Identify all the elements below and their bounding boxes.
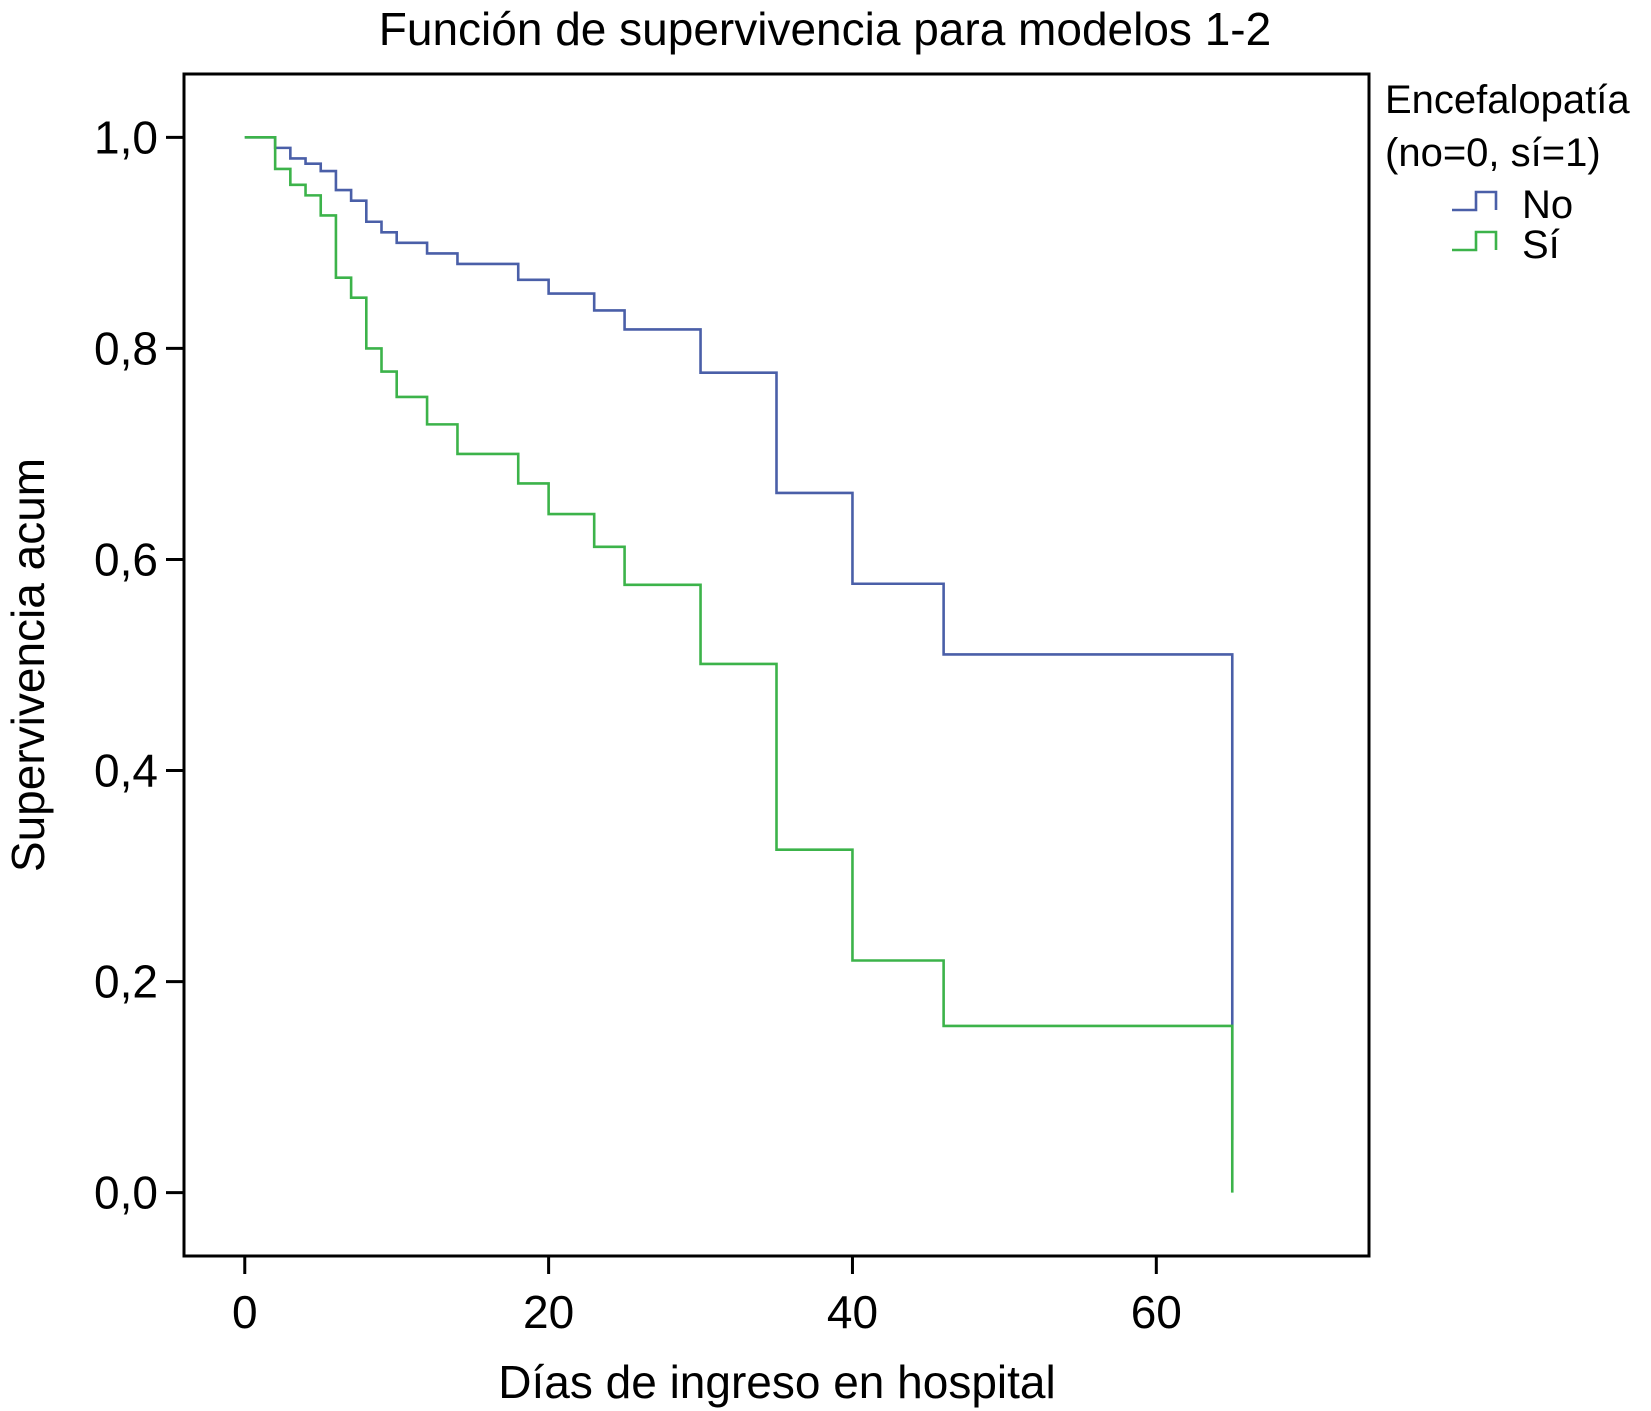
legend-swatch [1452,190,1498,212]
y-tick-label: 0,2 [94,956,158,1008]
y-tick-label: 0,6 [94,533,158,585]
x-tick-label: 40 [827,1286,878,1338]
x-axis-label: Días de ingreso en hospital [498,1356,1055,1408]
x-tick-label: 60 [1131,1286,1182,1338]
series-layer [244,136,1234,1193]
y-tick-label: 0,4 [94,745,158,797]
legend-swatch [1452,230,1498,252]
y-tick-label: 0,8 [94,322,158,374]
y-tick-label: 0,0 [94,1167,158,1219]
y-axis: 0,0 0,2 0,4 0,6 0,8 1,0 [94,111,184,1219]
x-axis: 0 20 40 60 [232,1256,1182,1338]
y-tick-label: 1,0 [94,111,158,163]
legend-title-line-1: Encefalopatía [1385,78,1630,122]
x-tick-label: 0 [232,1286,258,1338]
plot-frame [182,72,1371,1258]
series-line-si [244,136,1234,1193]
legend-label: Sí [1522,223,1560,267]
legend-label: No [1522,183,1573,227]
y-axis-label: Supervivencia acum [2,458,54,872]
legend-title-line-2: (no=0, sí=1) [1385,131,1601,175]
x-tick-label: 20 [523,1286,574,1338]
chart-title: Función de supervivencia para modelos 1-… [379,3,1271,55]
series-line-no [244,136,1234,1140]
